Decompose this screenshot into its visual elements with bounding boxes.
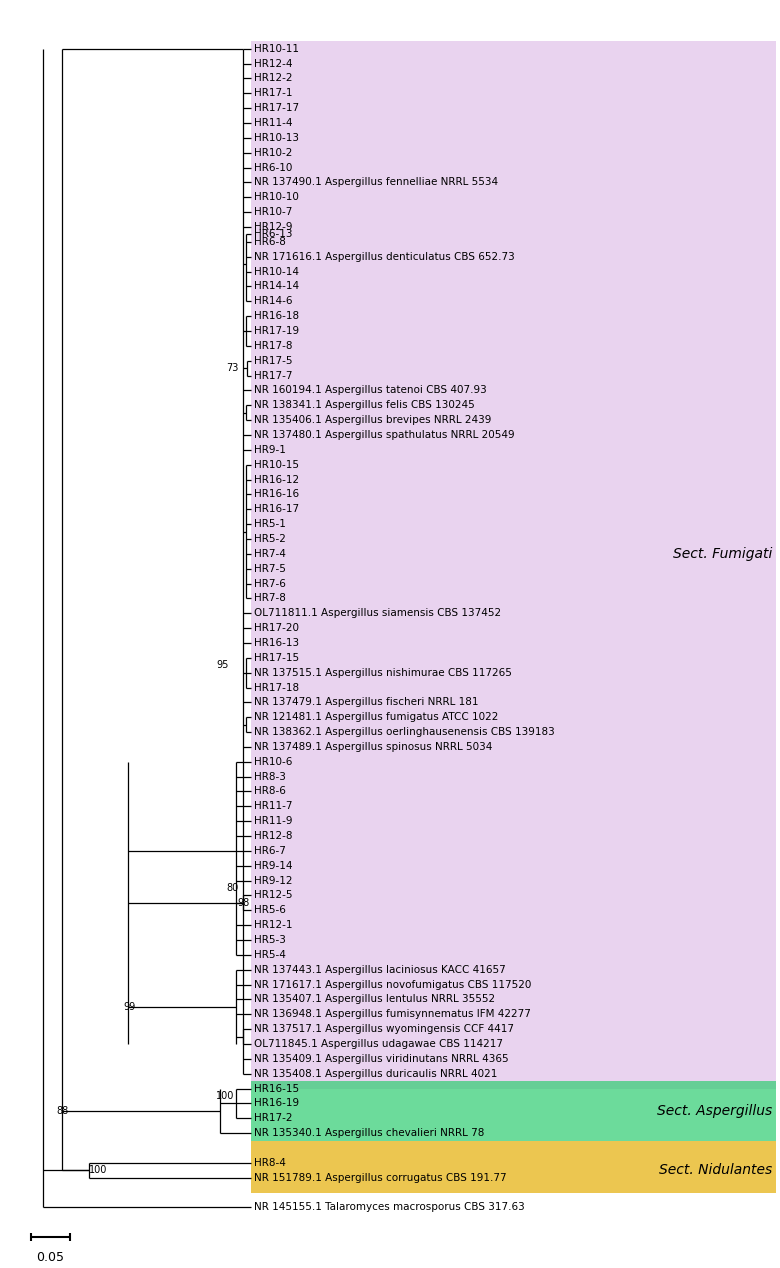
Text: NR 135340.1 Aspergillus chevalieri NRRL 78: NR 135340.1 Aspergillus chevalieri NRRL … — [254, 1129, 484, 1139]
Text: 98: 98 — [237, 898, 250, 908]
Text: NR 171617.1 Aspergillus novofumigatus CBS 117520: NR 171617.1 Aspergillus novofumigatus CB… — [254, 980, 531, 989]
Text: HR12-1: HR12-1 — [254, 921, 292, 931]
Text: NR 145155.1 Talaromyces macrosporus CBS 317.63: NR 145155.1 Talaromyces macrosporus CBS … — [254, 1202, 525, 1212]
Text: HR16-18: HR16-18 — [254, 311, 300, 321]
Text: OL711845.1 Aspergillus udagawae CBS 114217: OL711845.1 Aspergillus udagawae CBS 1142… — [254, 1038, 503, 1049]
Text: HR16-17: HR16-17 — [254, 505, 300, 515]
Text: HR14-6: HR14-6 — [254, 297, 292, 307]
Text: 100: 100 — [216, 1090, 235, 1101]
Text: NR 138341.1 Aspergillus felis CBS 130245: NR 138341.1 Aspergillus felis CBS 130245 — [254, 401, 475, 411]
Text: HR10-10: HR10-10 — [254, 193, 299, 203]
Text: HR17-19: HR17-19 — [254, 326, 300, 336]
Text: NR 137490.1 Aspergillus fennelliae NRRL 5534: NR 137490.1 Aspergillus fennelliae NRRL … — [254, 178, 498, 188]
Text: HR11-4: HR11-4 — [254, 118, 292, 128]
Text: NR 121481.1 Aspergillus fumigatus ATCC 1022: NR 121481.1 Aspergillus fumigatus ATCC 1… — [254, 713, 498, 723]
Text: HR17-20: HR17-20 — [254, 623, 300, 633]
Text: NR 137517.1 Aspergillus wyomingensis CCF 4417: NR 137517.1 Aspergillus wyomingensis CCF… — [254, 1025, 514, 1035]
Text: HR12-8: HR12-8 — [254, 831, 292, 841]
Text: 99: 99 — [124, 1002, 136, 1012]
Text: HR16-13: HR16-13 — [254, 638, 300, 648]
Text: HR16-19: HR16-19 — [254, 1098, 300, 1108]
Text: HR17-18: HR17-18 — [254, 682, 300, 692]
Text: 80: 80 — [226, 883, 239, 893]
Text: HR10-6: HR10-6 — [254, 757, 292, 767]
Text: NR 137443.1 Aspergillus laciniosus KACC 41657: NR 137443.1 Aspergillus laciniosus KACC … — [254, 965, 506, 975]
Text: HR17-1: HR17-1 — [254, 89, 292, 99]
Bar — [251, 42, 776, 1089]
Text: 95: 95 — [216, 661, 229, 671]
Text: HR17-17: HR17-17 — [254, 103, 300, 113]
Text: NR 151789.1 Aspergillus corrugatus CBS 191.77: NR 151789.1 Aspergillus corrugatus CBS 1… — [254, 1173, 507, 1183]
Text: HR6-8: HR6-8 — [254, 237, 286, 247]
Text: NR 137489.1 Aspergillus spinosus NRRL 5034: NR 137489.1 Aspergillus spinosus NRRL 50… — [254, 742, 492, 752]
Text: NR 160194.1 Aspergillus tatenoi CBS 407.93: NR 160194.1 Aspergillus tatenoi CBS 407.… — [254, 385, 487, 396]
Text: HR16-15: HR16-15 — [254, 1084, 300, 1093]
Text: HR7-8: HR7-8 — [254, 593, 286, 604]
Text: HR10-15: HR10-15 — [254, 460, 300, 469]
Text: NR 137480.1 Aspergillus spathulatus NRRL 20549: NR 137480.1 Aspergillus spathulatus NRRL… — [254, 430, 515, 440]
Text: HR12-4: HR12-4 — [254, 58, 292, 68]
Text: HR12-9: HR12-9 — [254, 222, 292, 232]
Text: 0.05: 0.05 — [37, 1250, 65, 1263]
Text: HR16-12: HR16-12 — [254, 474, 300, 484]
Text: 100: 100 — [89, 1165, 108, 1175]
Text: HR5-3: HR5-3 — [254, 935, 286, 945]
Text: HR10-2: HR10-2 — [254, 147, 292, 157]
Text: HR7-4: HR7-4 — [254, 549, 286, 559]
Text: HR17-7: HR17-7 — [254, 370, 292, 380]
Text: HR9-1: HR9-1 — [254, 445, 286, 455]
Text: HR6-7: HR6-7 — [254, 846, 286, 856]
Text: 73: 73 — [226, 363, 239, 373]
Bar — [251, 1082, 776, 1141]
Text: HR7-5: HR7-5 — [254, 564, 286, 573]
Text: NR 137479.1 Aspergillus fischeri NRRL 181: NR 137479.1 Aspergillus fischeri NRRL 18… — [254, 697, 479, 708]
Text: HR8-6: HR8-6 — [254, 786, 286, 796]
Text: HR10-7: HR10-7 — [254, 207, 292, 217]
Text: NR 135406.1 Aspergillus brevipes NRRL 2439: NR 135406.1 Aspergillus brevipes NRRL 24… — [254, 415, 491, 425]
Text: HR6-13: HR6-13 — [254, 230, 292, 240]
Text: HR7-6: HR7-6 — [254, 578, 286, 588]
Text: HR5-1: HR5-1 — [254, 519, 286, 529]
Text: NR 136948.1 Aspergillus fumisynnematus IFM 42277: NR 136948.1 Aspergillus fumisynnematus I… — [254, 1009, 531, 1019]
Text: HR5-4: HR5-4 — [254, 950, 286, 960]
Text: NR 135407.1 Aspergillus lentulus NRRL 35552: NR 135407.1 Aspergillus lentulus NRRL 35… — [254, 994, 495, 1004]
Text: 88: 88 — [57, 1106, 69, 1116]
Text: HR5-2: HR5-2 — [254, 534, 286, 544]
Text: HR11-7: HR11-7 — [254, 801, 292, 812]
Text: HR9-14: HR9-14 — [254, 861, 292, 871]
Text: NR 135409.1 Aspergillus viridinutans NRRL 4365: NR 135409.1 Aspergillus viridinutans NRR… — [254, 1054, 509, 1064]
Text: NR 171616.1 Aspergillus denticulatus CBS 652.73: NR 171616.1 Aspergillus denticulatus CBS… — [254, 252, 515, 261]
Text: HR10-13: HR10-13 — [254, 133, 300, 143]
Text: HR8-4: HR8-4 — [254, 1158, 286, 1168]
Bar — [251, 1141, 776, 1193]
Text: NR 138362.1 Aspergillus oerlinghausenensis CBS 139183: NR 138362.1 Aspergillus oerlinghausenens… — [254, 727, 555, 737]
Text: Sect. Nidulantes: Sect. Nidulantes — [659, 1163, 772, 1177]
Text: HR5-6: HR5-6 — [254, 905, 286, 915]
Text: HR8-3: HR8-3 — [254, 772, 286, 781]
Text: NR 137515.1 Aspergillus nishimurae CBS 117265: NR 137515.1 Aspergillus nishimurae CBS 1… — [254, 668, 512, 677]
Text: Sect. Aspergillus: Sect. Aspergillus — [657, 1104, 772, 1118]
Text: HR12-2: HR12-2 — [254, 74, 292, 84]
Text: HR17-8: HR17-8 — [254, 341, 292, 351]
Text: HR14-14: HR14-14 — [254, 281, 300, 292]
Text: HR11-9: HR11-9 — [254, 817, 292, 827]
Text: HR10-14: HR10-14 — [254, 266, 300, 276]
Text: HR17-2: HR17-2 — [254, 1113, 292, 1123]
Text: Sect. Fumigati: Sect. Fumigati — [672, 547, 772, 560]
Text: HR9-12: HR9-12 — [254, 876, 292, 885]
Text: HR10-11: HR10-11 — [254, 43, 300, 53]
Text: HR6-10: HR6-10 — [254, 162, 292, 172]
Text: OL711811.1 Aspergillus siamensis CBS 137452: OL711811.1 Aspergillus siamensis CBS 137… — [254, 609, 502, 619]
Text: HR12-5: HR12-5 — [254, 890, 292, 900]
Text: NR 135408.1 Aspergillus duricaulis NRRL 4021: NR 135408.1 Aspergillus duricaulis NRRL … — [254, 1069, 498, 1079]
Text: HR17-5: HR17-5 — [254, 356, 292, 365]
Text: HR16-16: HR16-16 — [254, 489, 300, 500]
Text: HR17-15: HR17-15 — [254, 653, 300, 663]
